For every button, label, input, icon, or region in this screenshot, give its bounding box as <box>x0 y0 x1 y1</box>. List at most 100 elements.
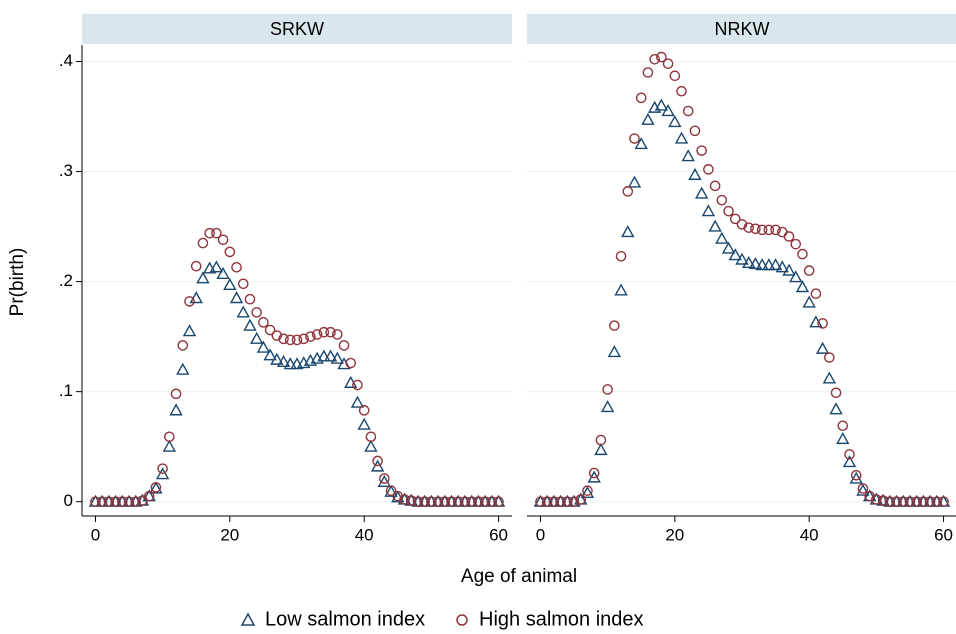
triangle-marker <box>641 112 655 125</box>
circle-marker <box>850 469 862 481</box>
y-tick-label: 0 <box>64 491 73 510</box>
circle-marker <box>170 388 182 400</box>
circle-marker <box>164 431 175 443</box>
circle-marker <box>486 496 498 507</box>
circle-marker <box>676 85 687 97</box>
circle-marker <box>602 384 613 395</box>
circle-marker <box>682 105 694 117</box>
legend-label: Low salmon index <box>265 608 425 630</box>
circle-marker <box>723 205 734 217</box>
triangle-marker <box>364 439 378 452</box>
triangle-marker <box>149 481 163 494</box>
triangle-marker <box>330 351 345 364</box>
circle-marker <box>575 494 587 505</box>
circle-marker <box>190 260 202 272</box>
circle-marker <box>824 352 835 363</box>
triangle-marker <box>735 252 749 265</box>
circle-marker <box>622 186 634 197</box>
circle-marker <box>197 237 209 249</box>
circle-marker <box>123 496 135 507</box>
circle-marker <box>318 326 330 338</box>
triangle-marker <box>809 315 823 328</box>
triangle-marker <box>276 354 291 368</box>
triangle-marker <box>768 258 783 271</box>
triangle-marker <box>836 432 850 445</box>
triangle-marker <box>627 175 642 188</box>
circle-marker <box>582 485 593 496</box>
circle-marker <box>562 496 573 507</box>
triangle-marker <box>176 362 190 375</box>
triangle-marker <box>223 277 237 291</box>
triangle-marker <box>196 271 210 284</box>
triangle-marker <box>263 348 277 361</box>
circle-marker <box>352 379 363 391</box>
circle-marker <box>689 125 701 137</box>
circle-marker <box>385 485 397 496</box>
triangle-marker <box>789 270 803 283</box>
triangle-marker <box>587 470 601 483</box>
triangle-marker <box>647 100 662 113</box>
circle-marker <box>291 334 303 346</box>
legend-label: High salmon index <box>479 608 644 630</box>
circle-marker <box>790 238 802 250</box>
triangle-marker <box>822 371 837 384</box>
circle-marker <box>392 490 404 502</box>
circle-marker <box>271 330 283 341</box>
circle-marker <box>479 496 491 507</box>
circle-marker <box>150 482 162 493</box>
circle-marker <box>399 494 410 505</box>
circle-marker <box>743 222 755 233</box>
circle-marker <box>709 180 721 192</box>
triangle-marker <box>721 241 736 254</box>
circle-marker <box>130 496 142 507</box>
triangle-marker <box>762 258 776 271</box>
circle-marker <box>446 496 457 507</box>
circle-marker <box>311 329 323 340</box>
circle-marker <box>264 324 276 336</box>
x-tick-label: 60 <box>934 525 953 544</box>
triangle-marker <box>189 291 203 304</box>
y-tick-label: .2 <box>59 271 73 290</box>
circle-marker <box>535 496 546 507</box>
circle-marker <box>555 496 566 507</box>
circle-marker <box>541 496 553 507</box>
triangle-marker <box>688 167 702 180</box>
triangle-marker <box>742 255 756 268</box>
triangle-marker <box>849 471 863 484</box>
circle-marker <box>548 496 560 507</box>
circle-marker <box>803 265 815 276</box>
panel-header <box>527 14 956 44</box>
triangle-marker <box>283 357 297 370</box>
circle-marker <box>459 496 471 507</box>
circle-marker <box>365 431 377 443</box>
circle-marker <box>649 54 660 65</box>
legend-marker <box>456 614 468 626</box>
circle-marker <box>797 248 808 260</box>
circle-marker <box>405 495 417 506</box>
circle-marker <box>918 496 929 507</box>
triangle-marker <box>357 417 371 430</box>
panel-title: NRKW <box>715 19 770 39</box>
triangle-marker <box>614 283 628 296</box>
circle-marker <box>629 133 640 144</box>
panel-header <box>82 14 512 44</box>
circle-marker <box>817 318 828 329</box>
circle-marker <box>595 434 607 446</box>
circle-marker <box>729 213 741 225</box>
circle-marker <box>332 329 343 340</box>
circle-marker <box>568 496 580 507</box>
circle-marker <box>143 490 155 502</box>
triangle-marker <box>249 331 264 344</box>
circle-marker <box>810 288 822 300</box>
circle-marker <box>857 483 869 494</box>
circle-marker <box>750 223 761 235</box>
circle-marker <box>298 333 310 345</box>
circle-marker <box>157 463 168 474</box>
triangle-marker <box>317 349 331 362</box>
triangle-marker <box>708 219 722 232</box>
circle-marker <box>439 496 451 507</box>
circle-marker <box>432 496 444 507</box>
circle-marker <box>96 496 108 507</box>
panel-title: SRKW <box>270 19 324 39</box>
